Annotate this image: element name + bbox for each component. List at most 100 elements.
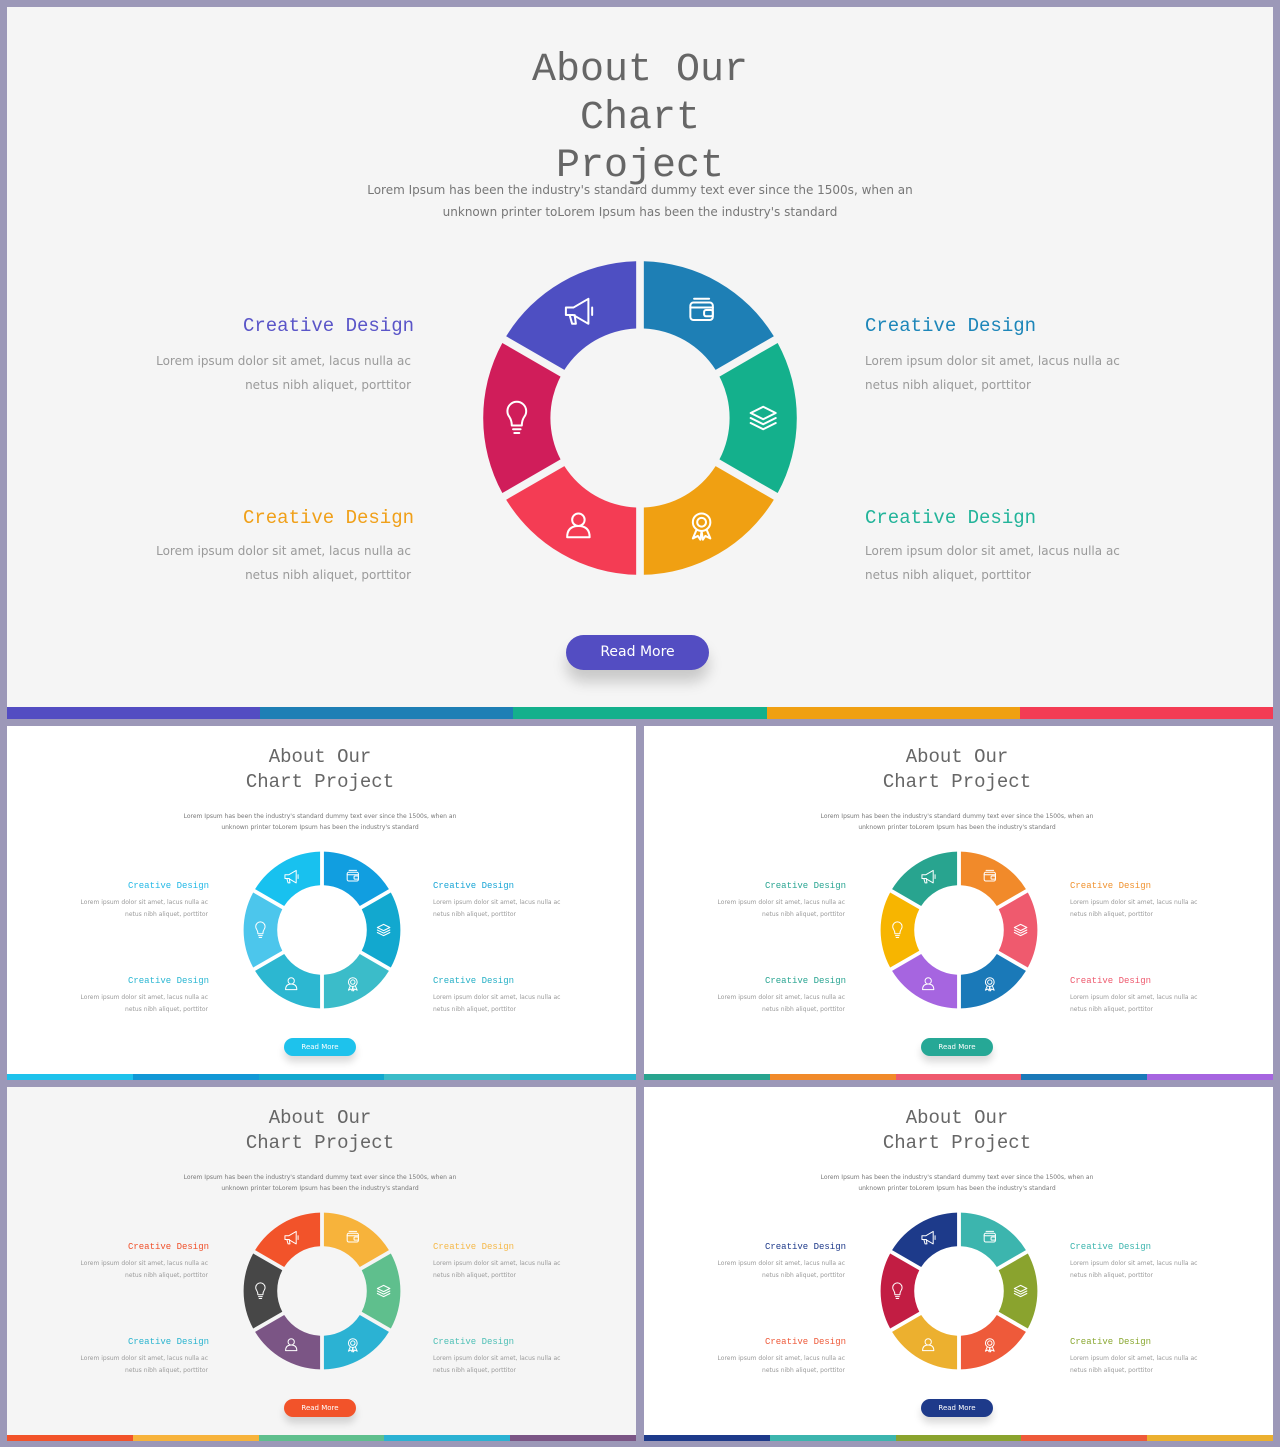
item-text-top-left: Lorem ipsum dolor sit amet, lacus nulla …	[156, 354, 411, 392]
item-label-top-right: Creative Design	[433, 1242, 515, 1252]
item-text-bottom-right: Lorem ipsum dolor sit amet, lacus nulla …	[1070, 994, 1198, 1013]
slide-background	[7, 1087, 636, 1441]
slide-title: About Our Chart Project	[245, 746, 395, 793]
read-more-button[interactable]: Read More	[921, 1399, 993, 1417]
lightbulb-icon	[892, 921, 903, 938]
read-more-button[interactable]: Read More	[284, 1399, 356, 1417]
item-label-top-left: Creative Design	[242, 315, 414, 337]
slide-3: About Our Chart Project Lorem Ipsum has …	[644, 726, 1273, 1080]
color-bar-segment	[258, 1435, 385, 1441]
slide-background	[644, 1087, 1273, 1441]
color-bar-segment	[1147, 1435, 1273, 1441]
megaphone-icon	[921, 1230, 936, 1245]
color-bar-segment	[513, 707, 767, 719]
donut-segment	[880, 1253, 920, 1329]
donut-segment	[243, 1253, 283, 1329]
donut-segment	[255, 954, 321, 1009]
item-text-bottom-left: Lorem ipsum dolor sit amet, lacus nulla …	[80, 1355, 208, 1374]
item-label-bottom-left: Creative Design	[242, 507, 414, 529]
lightbulb-icon	[892, 1282, 903, 1299]
read-more-button[interactable]: Read More	[284, 1038, 356, 1056]
item-text-bottom-right: Lorem ipsum dolor sit amet, lacus nulla …	[433, 1355, 561, 1374]
color-bar-segment	[132, 1435, 259, 1441]
user-icon	[285, 977, 298, 991]
item-text-bottom-left: Lorem ipsum dolor sit amet, lacus nulla …	[156, 544, 411, 582]
slide-subtitle: Lorem Ipsum has been the industry's stan…	[183, 1174, 457, 1192]
color-bar-segment	[644, 1435, 770, 1441]
lightbulb-icon	[506, 400, 528, 434]
item-label-top-right: Creative Design	[433, 881, 515, 891]
slide-subtitle: Lorem Ipsum has been the industry's stan…	[367, 183, 913, 219]
megaphone-icon	[564, 297, 594, 325]
item-label-bottom-right: Creative Design	[433, 1337, 515, 1347]
item-label-top-left: Creative Design	[764, 1242, 846, 1252]
donut-segment	[643, 466, 774, 575]
slide-subtitle: Lorem Ipsum has been the industry's stan…	[820, 1174, 1094, 1192]
item-label-bottom-left: Creative Design	[127, 976, 209, 986]
item-label-bottom-right: Creative Design	[1070, 976, 1152, 986]
color-bar-segment	[7, 707, 261, 719]
color-bar-segment	[510, 1074, 636, 1080]
read-more-button[interactable]: Read More	[921, 1038, 993, 1056]
donut-segment	[960, 954, 1026, 1009]
item-label-top-left: Creative Design	[764, 881, 846, 891]
item-text-bottom-right: Lorem ipsum dolor sit amet, lacus nulla …	[1070, 1355, 1198, 1374]
slide-background	[7, 726, 636, 1080]
color-bar-segment	[7, 1435, 133, 1441]
donut-segment	[361, 1253, 401, 1329]
donut-ring	[243, 1212, 401, 1370]
donut-segment	[255, 1315, 321, 1370]
slide-4: About Our Chart Project Lorem Ipsum has …	[7, 1087, 636, 1441]
award-icon	[347, 1338, 358, 1353]
slide-title: About Our Chart Project	[531, 48, 749, 189]
donut-segment	[892, 1315, 958, 1370]
item-label-top-left: Creative Design	[127, 881, 209, 891]
slide-background	[644, 726, 1273, 1080]
item-text-top-right: Lorem ipsum dolor sit amet, lacus nulla …	[1070, 899, 1198, 918]
item-label-top-right: Creative Design	[865, 315, 1037, 337]
megaphone-icon	[284, 869, 299, 884]
donut-segment	[892, 954, 958, 1009]
donut-ring	[880, 851, 1038, 1009]
slide-subtitle: Lorem Ipsum has been the industry's stan…	[820, 813, 1094, 831]
item-text-top-left: Lorem ipsum dolor sit amet, lacus nulla …	[80, 899, 208, 918]
lightbulb-icon	[255, 1282, 266, 1299]
color-bar-segment	[766, 707, 1020, 719]
item-text-bottom-left: Lorem ipsum dolor sit amet, lacus nulla …	[80, 994, 208, 1013]
layers-icon	[749, 405, 777, 431]
color-bar	[7, 707, 1273, 719]
donut-segment	[998, 892, 1038, 968]
item-label-top-left: Creative Design	[127, 1242, 209, 1252]
color-bar-segment	[895, 1074, 1022, 1080]
megaphone-icon	[284, 1230, 299, 1245]
donut-segment	[323, 954, 389, 1009]
slide-2: About Our Chart Project Lorem Ipsum has …	[7, 726, 636, 1080]
slide-5: About Our Chart Project Lorem Ipsum has …	[644, 1087, 1273, 1441]
item-text-top-left: Lorem ipsum dolor sit amet, lacus nulla …	[717, 1260, 845, 1279]
wallet-icon	[689, 297, 714, 322]
color-bar-segment	[1021, 1435, 1148, 1441]
megaphone-icon	[921, 869, 936, 884]
layers-icon	[1013, 923, 1028, 937]
item-label-bottom-left: Creative Design	[764, 976, 846, 986]
item-label-bottom-left: Creative Design	[764, 1337, 846, 1347]
layers-icon	[376, 1284, 391, 1298]
color-bar-segment	[384, 1435, 511, 1441]
lightbulb-icon	[255, 921, 266, 938]
color-bar-segment	[258, 1074, 385, 1080]
slide-subtitle: Lorem Ipsum has been the industry's stan…	[183, 813, 457, 831]
item-text-top-right: Lorem ipsum dolor sit amet, lacus nulla …	[433, 1260, 561, 1279]
donut-segment	[880, 892, 920, 968]
wallet-icon	[983, 1230, 996, 1243]
user-icon	[566, 512, 591, 539]
slide-background	[7, 7, 1273, 719]
donut-segment	[506, 466, 637, 575]
item-label-bottom-right: Creative Design	[1070, 1337, 1152, 1347]
color-bar-segment	[260, 707, 514, 719]
read-more-button[interactable]: Read More	[566, 635, 709, 670]
wallet-icon	[346, 869, 359, 882]
item-text-top-right: Lorem ipsum dolor sit amet, lacus nulla …	[865, 354, 1120, 392]
color-bar-segment	[769, 1435, 896, 1441]
color-bar-segment	[644, 1074, 770, 1080]
item-text-bottom-right: Lorem ipsum dolor sit amet, lacus nulla …	[865, 544, 1120, 582]
